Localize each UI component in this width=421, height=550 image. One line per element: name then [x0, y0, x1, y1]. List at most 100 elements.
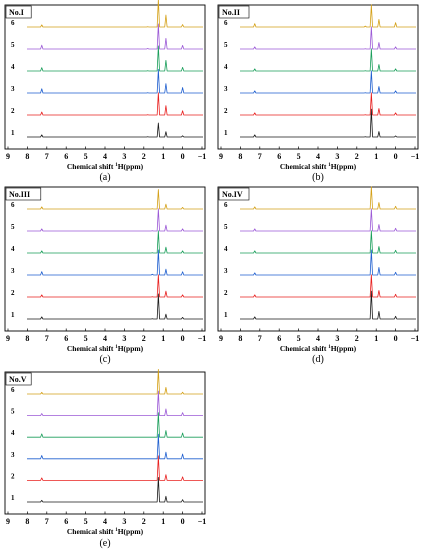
spectrum-label-2: 2 — [11, 289, 15, 297]
x-tick-label: 1 — [374, 152, 378, 161]
spectrum-line-6 — [27, 369, 203, 395]
x-axis-label: Chemical shift 1H(ppm) — [67, 162, 144, 171]
panel-title-box — [5, 5, 32, 19]
x-tick-label: 6 — [277, 334, 281, 343]
x-tick-label: 3 — [335, 334, 339, 343]
panel-title-box — [5, 187, 42, 201]
x-tick-label: 9 — [6, 152, 10, 161]
nmr-panel-5: No.V 1 2 3 4 5 6 9 8 7 6 5 4 3 2 1 0 −1 Chemical shift 1H(… — [4, 369, 207, 549]
spectrum-label-5: 5 — [11, 408, 15, 416]
x-tick-label: 8 — [25, 152, 29, 161]
spectrum-line-2 — [240, 274, 416, 298]
x-tick-label: 1 — [161, 517, 165, 526]
spectrum-label-1: 1 — [11, 129, 15, 137]
plot-frame — [4, 186, 206, 332]
x-tick-label: 3 — [335, 152, 339, 161]
panel-caption: (c) — [99, 354, 110, 365]
x-tick-label: 9 — [219, 152, 223, 161]
spectrum-line-5 — [27, 390, 203, 416]
x-tick-label: −1 — [198, 334, 207, 343]
spectrum-label-3: 3 — [11, 85, 15, 93]
spectrum-label-1: 1 — [224, 129, 228, 137]
spectrum-label-5: 5 — [11, 41, 15, 49]
spectrum-label-6: 6 — [11, 386, 15, 394]
spectrum-line-2 — [27, 455, 203, 481]
x-tick-label: 7 — [45, 334, 49, 343]
panel-caption: (d) — [312, 354, 324, 365]
spectrum-label-6: 6 — [11, 19, 15, 27]
x-tick-label: 2 — [142, 517, 146, 526]
plot-frame — [217, 4, 419, 150]
spectrum-line-3 — [27, 68, 203, 94]
spectrum-line-1 — [27, 477, 203, 503]
x-tick-label: 2 — [142, 334, 146, 343]
x-tick-label: 2 — [355, 152, 359, 161]
spectrum-line-5 — [240, 26, 416, 50]
panel-caption: (a) — [99, 172, 110, 183]
x-axis-label: Chemical shift 1H(ppm) — [67, 344, 144, 353]
spectrum-line-6 — [27, 189, 203, 210]
x-axis-label: Chemical shift 1H(ppm) — [280, 162, 357, 171]
panel-title: No.IV — [222, 190, 243, 199]
spectrum-line-3 — [27, 433, 203, 460]
x-tick-label: 6 — [277, 152, 281, 161]
spectrum-line-2 — [240, 92, 416, 116]
x-tick-label: 5 — [297, 152, 301, 161]
panel-caption: (b) — [312, 172, 324, 183]
x-tick-label: 3 — [122, 152, 126, 161]
x-axis-label: Chemical shift 1H(ppm) — [280, 344, 357, 353]
plot-frame — [217, 186, 419, 332]
spectrum-line-1 — [27, 293, 203, 320]
spectrum-line-1 — [240, 108, 416, 138]
panel-title-box — [218, 187, 250, 201]
spectrum-label-4: 4 — [224, 63, 228, 71]
spectrum-line-4 — [27, 412, 203, 438]
x-tick-label: 7 — [45, 517, 49, 526]
spectrum-line-3 — [240, 249, 416, 276]
spectrum-line-3 — [27, 249, 203, 276]
spectrum-label-4: 4 — [224, 245, 228, 253]
x-tick-label: 8 — [25, 334, 29, 343]
spectrum-label-2: 2 — [224, 289, 228, 297]
spectrum-line-1 — [240, 290, 416, 320]
spectrum-line-4 — [240, 48, 416, 72]
x-tick-label: 5 — [84, 152, 88, 161]
x-tick-label: 4 — [103, 517, 107, 526]
spectrum-label-4: 4 — [11, 63, 15, 71]
spectrum-label-6: 6 — [224, 19, 228, 27]
plot-frame — [4, 371, 206, 515]
x-tick-label: 6 — [64, 334, 68, 343]
spectrum-line-6 — [240, 186, 416, 210]
plot-frame — [4, 4, 206, 150]
x-tick-label: 7 — [258, 334, 262, 343]
spectrum-line-5 — [240, 208, 416, 232]
x-tick-label: 4 — [316, 152, 320, 161]
x-tick-label: 0 — [181, 517, 185, 526]
spectrum-label-6: 6 — [224, 201, 228, 209]
panel-caption: (e) — [99, 538, 110, 549]
x-tick-label: −1 — [198, 517, 207, 526]
panel-title-box — [5, 372, 32, 386]
spectrum-label-3: 3 — [11, 451, 15, 459]
x-tick-label: 0 — [181, 334, 185, 343]
panel-title-box — [218, 5, 250, 19]
x-tick-label: 5 — [84, 334, 88, 343]
x-tick-label: 4 — [103, 152, 107, 161]
x-tick-label: 1 — [161, 334, 165, 343]
panel-title: No.II — [222, 8, 240, 17]
spectrum-label-3: 3 — [224, 267, 228, 275]
spectrum-line-4 — [240, 230, 416, 254]
x-tick-label: 5 — [84, 517, 88, 526]
x-tick-label: 0 — [394, 152, 398, 161]
spectrum-line-4 — [27, 230, 203, 254]
spectrum-line-6 — [27, 0, 203, 28]
x-tick-label: 3 — [122, 517, 126, 526]
spectrum-line-5 — [27, 23, 203, 50]
x-tick-label: 9 — [6, 334, 10, 343]
x-tick-label: −1 — [411, 334, 420, 343]
nmr-panel-1: No.I 1 2 3 4 5 6 9 8 7 6 5 4 3 2 1 0 −1 Chemical shift 1H(… — [4, 0, 207, 183]
spectrum-line-4 — [27, 45, 203, 72]
x-tick-label: 7 — [258, 152, 262, 161]
spectrum-label-4: 4 — [11, 429, 15, 437]
x-tick-label: −1 — [198, 152, 207, 161]
